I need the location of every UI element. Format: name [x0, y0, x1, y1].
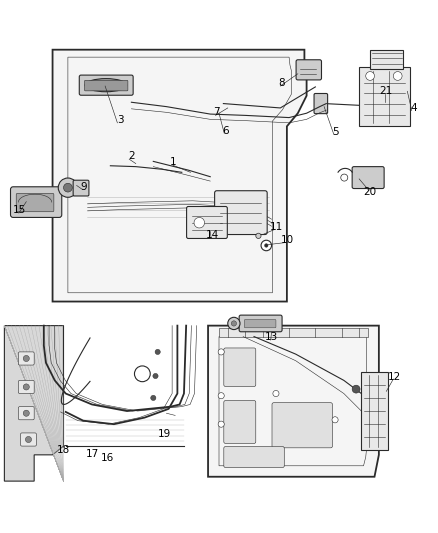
Text: 11: 11: [269, 222, 283, 232]
Text: 1: 1: [170, 157, 177, 167]
Text: 4: 4: [410, 103, 417, 113]
Circle shape: [261, 240, 272, 251]
Text: 14: 14: [206, 230, 219, 240]
FancyBboxPatch shape: [11, 187, 62, 217]
FancyBboxPatch shape: [18, 381, 34, 393]
FancyBboxPatch shape: [215, 191, 267, 235]
FancyBboxPatch shape: [359, 67, 410, 126]
Circle shape: [231, 321, 237, 326]
Circle shape: [155, 349, 160, 354]
FancyBboxPatch shape: [314, 93, 328, 114]
Circle shape: [341, 174, 348, 181]
Circle shape: [352, 385, 360, 393]
Text: 5: 5: [332, 127, 339, 136]
Circle shape: [218, 421, 224, 427]
Circle shape: [256, 233, 261, 238]
FancyBboxPatch shape: [18, 352, 34, 365]
Circle shape: [64, 183, 72, 192]
FancyBboxPatch shape: [85, 80, 128, 91]
Text: 12: 12: [388, 372, 401, 382]
Circle shape: [23, 410, 29, 416]
Circle shape: [151, 395, 156, 400]
Text: 13: 13: [265, 333, 278, 343]
FancyBboxPatch shape: [219, 328, 368, 336]
FancyBboxPatch shape: [272, 403, 332, 448]
Circle shape: [23, 356, 29, 361]
Circle shape: [218, 349, 224, 355]
Circle shape: [228, 317, 240, 329]
Text: 8: 8: [278, 78, 285, 88]
Text: 7: 7: [213, 107, 220, 117]
FancyBboxPatch shape: [73, 180, 89, 196]
FancyBboxPatch shape: [296, 60, 321, 80]
Text: 16: 16: [101, 453, 114, 463]
Circle shape: [134, 366, 150, 382]
Circle shape: [153, 374, 158, 378]
Polygon shape: [4, 326, 64, 481]
Circle shape: [393, 71, 402, 80]
Polygon shape: [208, 326, 379, 477]
Text: 3: 3: [117, 115, 124, 125]
Text: 18: 18: [57, 446, 70, 456]
FancyBboxPatch shape: [239, 315, 282, 332]
Circle shape: [194, 217, 205, 228]
Ellipse shape: [85, 78, 127, 92]
FancyBboxPatch shape: [16, 193, 54, 212]
Text: 9: 9: [80, 182, 87, 192]
Text: 21: 21: [379, 86, 392, 96]
Text: 6: 6: [222, 126, 229, 136]
FancyBboxPatch shape: [361, 372, 388, 450]
FancyBboxPatch shape: [21, 433, 36, 446]
Text: 17: 17: [85, 449, 99, 459]
FancyBboxPatch shape: [370, 50, 403, 69]
FancyBboxPatch shape: [224, 447, 284, 467]
FancyBboxPatch shape: [352, 167, 384, 189]
Circle shape: [332, 417, 338, 423]
FancyBboxPatch shape: [224, 400, 256, 443]
FancyBboxPatch shape: [224, 348, 256, 386]
Text: 20: 20: [364, 187, 377, 197]
Circle shape: [366, 71, 374, 80]
Circle shape: [58, 178, 78, 197]
FancyBboxPatch shape: [187, 206, 227, 238]
Text: 19: 19: [158, 429, 171, 439]
Text: 15: 15: [13, 205, 26, 215]
Circle shape: [218, 393, 224, 399]
FancyBboxPatch shape: [18, 407, 34, 420]
Circle shape: [265, 244, 268, 247]
Text: 2: 2: [128, 151, 135, 161]
Circle shape: [23, 384, 29, 390]
Text: 10: 10: [280, 235, 293, 245]
FancyBboxPatch shape: [244, 319, 276, 328]
Circle shape: [25, 437, 32, 442]
FancyBboxPatch shape: [79, 75, 133, 95]
Circle shape: [273, 391, 279, 397]
Polygon shape: [53, 50, 307, 302]
